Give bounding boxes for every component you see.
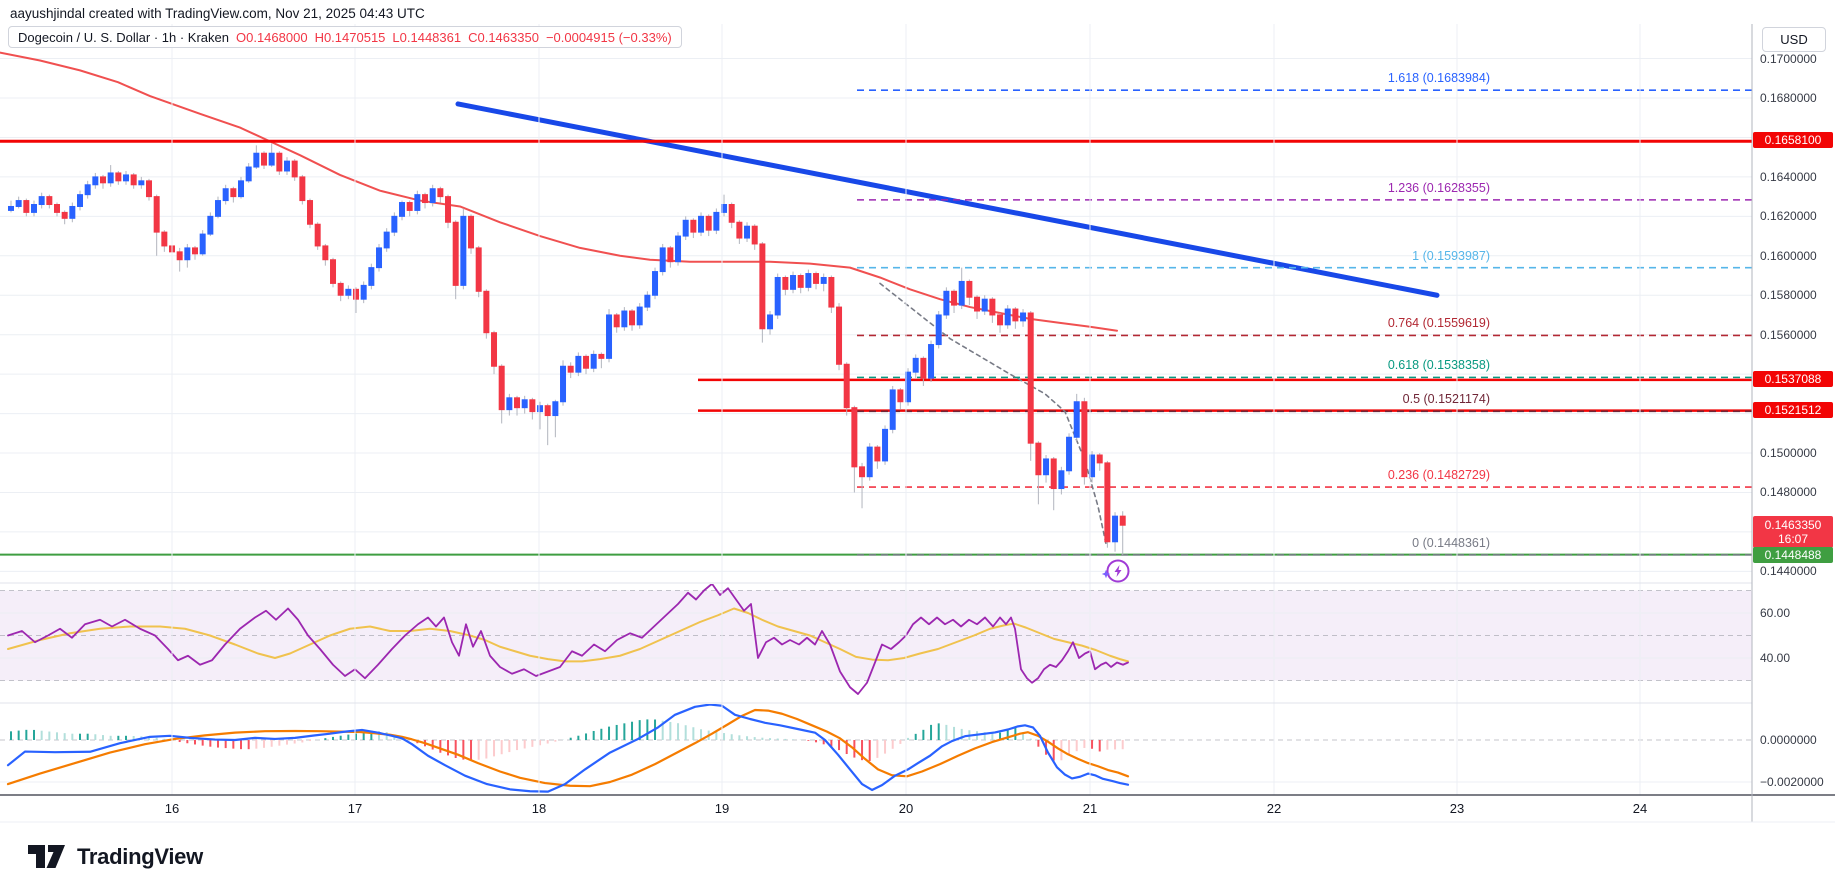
ohlc-open: O0.1468000 (235, 29, 308, 45)
bar-countdown: 16:07 (1777, 532, 1809, 547)
rsi-axis-tick[interactable]: 40.00 (1760, 651, 1791, 665)
macd-axis-tick[interactable]: −0.0020000 (1760, 775, 1824, 789)
current-price-value: 0.1463350 (1764, 518, 1822, 533)
tradingview-logo-text: TradingView (77, 844, 203, 869)
time-axis-tick[interactable]: 21 (1082, 801, 1098, 816)
ohlc-high: H0.1470515 (314, 29, 386, 45)
attribution-text: aayushjindal created with TradingView.co… (10, 6, 425, 21)
tradingview-logo-icon (28, 845, 65, 868)
currency-unit-button[interactable]: USD (1762, 27, 1826, 52)
price-axis-tick[interactable]: 0.1440000 (1760, 564, 1817, 579)
fib-level-label: 0.236 (0.1482729) (1387, 468, 1490, 483)
fib-level-label: 0.5 (0.1521174) (1402, 392, 1490, 407)
current-price-label: 0.1463350 16:07 (1753, 516, 1833, 549)
tradingview-logo[interactable]: TradingView (28, 842, 203, 872)
rsi-axis-tick[interactable]: 60.00 (1760, 606, 1791, 620)
time-axis-tick[interactable]: 20 (898, 801, 914, 816)
time-axis-tick[interactable]: 24 (1632, 801, 1648, 816)
price-axis-tick[interactable]: 0.1640000 (1760, 169, 1817, 184)
time-axis-tick[interactable]: 18 (531, 801, 547, 816)
symbol-title[interactable]: Dogecoin / U. S. Dollar · 1h · Kraken (18, 29, 229, 45)
price-axis-tick[interactable]: 0.1620000 (1760, 209, 1817, 224)
fib-level-label: 0.764 (0.1559619) (1387, 316, 1490, 331)
price-axis-tick[interactable]: 0.1680000 (1760, 91, 1817, 105)
chart-legend[interactable]: Dogecoin / U. S. Dollar · 1h · Kraken O0… (8, 26, 682, 48)
fib-level-label: 1.618 (0.1683984) (1387, 71, 1490, 86)
ohlc-close: C0.1463350 (468, 29, 539, 45)
time-axis-tick[interactable]: 23 (1449, 801, 1465, 816)
ohlc-change: −0.0004915 (−0.33%) (545, 29, 672, 45)
fib-level-label: 0.618 (0.1538358) (1387, 358, 1490, 373)
price-axis-tick[interactable]: 0.1560000 (1760, 327, 1817, 342)
price-axis-tick[interactable]: 0.1500000 (1760, 446, 1817, 461)
price-axis-tick[interactable]: 0.1600000 (1760, 248, 1817, 263)
price-axis-tick[interactable]: 0.1700000 (1760, 51, 1817, 66)
time-axis-tick[interactable]: 22 (1266, 801, 1282, 816)
time-axis-tick[interactable]: 16 (164, 801, 180, 816)
time-axis-tick[interactable]: 19 (714, 801, 730, 816)
price-axis-tick[interactable]: 0.1580000 (1760, 288, 1817, 303)
price-level-label: 0.1658100 (1753, 132, 1833, 149)
fib-level-label: 1.236 (0.1628355) (1387, 180, 1490, 195)
macd-axis-tick[interactable]: 0.0000000 (1760, 733, 1817, 747)
fib-level-label: 1 (0.1593987) (1412, 248, 1490, 263)
ohlc-low: L0.1448361 (392, 29, 462, 45)
fib-level-label: 0 (0.1448361) (1412, 535, 1490, 550)
price-level-label: 0.1521512 (1753, 401, 1833, 418)
time-axis-tick[interactable]: 17 (347, 801, 363, 816)
flash-signal-icon[interactable] (1101, 559, 1130, 583)
price-axis-tick[interactable]: 0.1480000 (1760, 485, 1817, 500)
green-level-label: 0.1448488 (1753, 546, 1833, 563)
price-level-label: 0.1537088 (1753, 370, 1833, 387)
